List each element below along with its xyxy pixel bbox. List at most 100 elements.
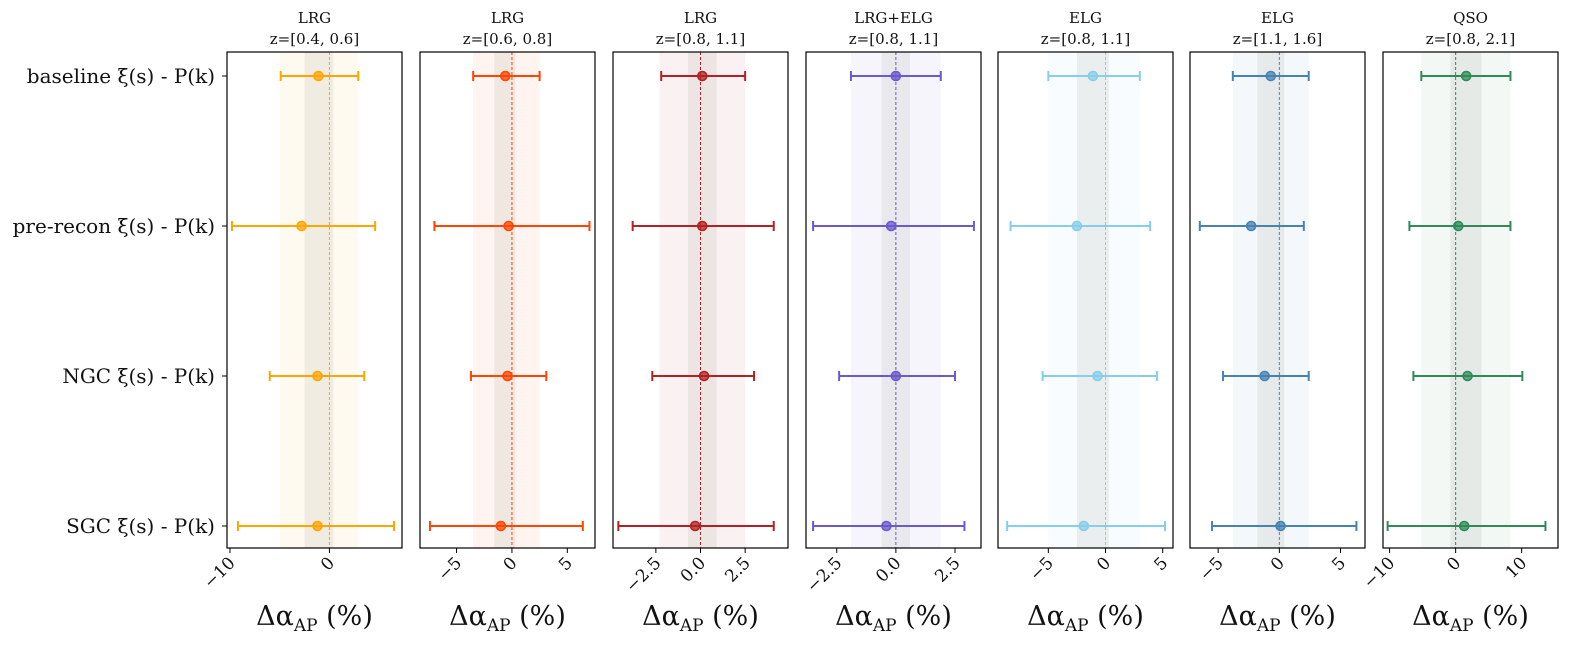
errorbar-3 xyxy=(812,520,966,532)
x-tick-label: −10 xyxy=(1360,553,1400,593)
band-inner xyxy=(1076,52,1109,548)
panel-title: QSO xyxy=(1453,9,1488,27)
data-point xyxy=(495,520,507,532)
x-axis-label: ΔαAP (%) xyxy=(1027,601,1144,636)
data-point xyxy=(1275,520,1286,532)
x-axis-label: ΔαAP (%) xyxy=(1412,601,1529,636)
errorbar-0 xyxy=(472,70,541,82)
data-point xyxy=(313,70,324,82)
panel-title: ELG xyxy=(1069,9,1102,27)
data-point xyxy=(890,70,902,82)
row-label-1: pre-recon ξ(s) - P(k) xyxy=(13,214,215,238)
x-axis-label-tail: (%) xyxy=(1281,601,1336,632)
x-axis-label-sub: AP xyxy=(1256,616,1281,636)
x-axis-label: ΔαAP (%) xyxy=(835,601,952,636)
x-tick-label: 0 xyxy=(1443,553,1465,575)
x-axis-label-main: Δα xyxy=(256,601,294,632)
data-point xyxy=(1259,370,1270,382)
errorbar-3 xyxy=(1006,520,1166,532)
x-axis-label-tail: (%) xyxy=(318,601,373,632)
row-label-2: NGC ξ(s) - P(k) xyxy=(62,364,215,388)
errorbar-0 xyxy=(1231,70,1310,82)
x-tick-label: 2.5 xyxy=(931,553,964,586)
panel-title: LRG xyxy=(684,9,717,27)
panel-subtitle: z=[0.6, 0.8] xyxy=(463,30,552,48)
errorbar-0 xyxy=(849,70,942,82)
data-point xyxy=(1460,70,1472,82)
panel-title: LRG+ELG xyxy=(854,9,933,27)
band-outer xyxy=(1232,52,1309,548)
data-point xyxy=(1087,70,1099,82)
x-axis-label-main: Δα xyxy=(835,601,873,632)
data-point xyxy=(1458,520,1470,532)
data-point xyxy=(502,370,513,382)
errorbar-2 xyxy=(268,370,366,382)
data-point xyxy=(1071,220,1083,232)
row-label-3: SGC ξ(s) - P(k) xyxy=(66,514,215,538)
errorbar-3 xyxy=(617,520,775,532)
errorbar-3 xyxy=(1211,520,1358,532)
panel-title: LRG xyxy=(298,9,331,27)
data-point xyxy=(1078,520,1090,532)
x-tick-label: 5 xyxy=(555,553,577,575)
band-outer xyxy=(1421,52,1511,548)
errorbar-2 xyxy=(1222,370,1310,382)
panel-subtitle: z=[0.4, 0.6] xyxy=(270,30,359,48)
panel-frame xyxy=(997,51,1174,549)
data-point xyxy=(696,220,708,232)
panel-1: LRG z=[0.6, 0.8] −5 0 5 ΔαAP (%) xyxy=(419,9,596,636)
errorbar-1 xyxy=(1198,220,1305,232)
panel-5: ELG z=[1.1, 1.6] −5 0 5 ΔαAP (%) xyxy=(1189,9,1366,636)
panel-title: ELG xyxy=(1261,9,1294,27)
x-axis-label: ΔαAP (%) xyxy=(256,601,373,636)
panel-3: LRG+ELG z=[0.8, 1.1] −2.5 0.0 2.5 ΔαAP (%) xyxy=(803,9,982,636)
x-tick-label: 5 xyxy=(1328,553,1350,575)
panel-subtitle: z=[0.8, 2.1] xyxy=(1426,30,1515,48)
errorbar-2 xyxy=(838,370,956,382)
x-axis-label: ΔαAP (%) xyxy=(449,601,566,636)
data-point xyxy=(698,370,710,382)
panel-subtitle: z=[1.1, 1.6] xyxy=(1233,30,1322,48)
data-point xyxy=(296,220,307,232)
x-tick-label: 10 xyxy=(1502,553,1531,582)
data-point xyxy=(885,220,897,232)
x-tick-label: 0.0 xyxy=(677,553,710,586)
x-axis-label-sub: AP xyxy=(1449,616,1474,636)
errorbar-0 xyxy=(279,70,360,82)
x-axis-label-main: Δα xyxy=(449,601,487,632)
band-inner xyxy=(1450,52,1482,548)
x-axis-label: ΔαAP (%) xyxy=(642,601,759,636)
x-axis-label-main: Δα xyxy=(1412,601,1450,632)
x-tick-label: −5 xyxy=(1026,553,1058,585)
data-point xyxy=(881,520,892,532)
errorbar-2 xyxy=(1412,370,1524,382)
data-point xyxy=(503,220,514,232)
x-axis-label-sub: AP xyxy=(679,616,704,636)
errorbar-3 xyxy=(236,520,396,532)
band-inner xyxy=(494,52,516,548)
errorbar-0 xyxy=(660,70,747,82)
band-inner xyxy=(1257,52,1285,548)
panel-title: LRG xyxy=(491,9,524,27)
x-tick-label: −5 xyxy=(1196,553,1228,585)
band-inner xyxy=(304,52,334,548)
x-axis-label-tail: (%) xyxy=(1474,601,1529,632)
errorbar-1 xyxy=(812,220,975,232)
data-point xyxy=(1245,220,1257,232)
x-tick-label: 0 xyxy=(1093,553,1115,575)
x-tick-label: −5 xyxy=(434,553,466,585)
x-axis-label-sub: AP xyxy=(872,616,897,636)
panel-frame xyxy=(1382,51,1559,549)
x-axis-label-main: Δα xyxy=(642,601,680,632)
x-tick-label: 0.0 xyxy=(872,553,905,586)
data-point xyxy=(1462,370,1473,382)
panel-6: QSO z=[0.8, 2.1] −10 0 10 ΔαAP (%) xyxy=(1360,9,1559,636)
x-axis-label-tail: (%) xyxy=(704,601,759,632)
panel-frame xyxy=(1189,51,1366,549)
panel-frame xyxy=(226,51,403,549)
x-tick-label: 0 xyxy=(500,553,522,575)
data-point xyxy=(1092,370,1103,382)
data-point xyxy=(1265,70,1277,82)
panel-4: ELG z=[0.8, 1.1] −5 0 5 ΔαAP (%) xyxy=(997,9,1174,636)
